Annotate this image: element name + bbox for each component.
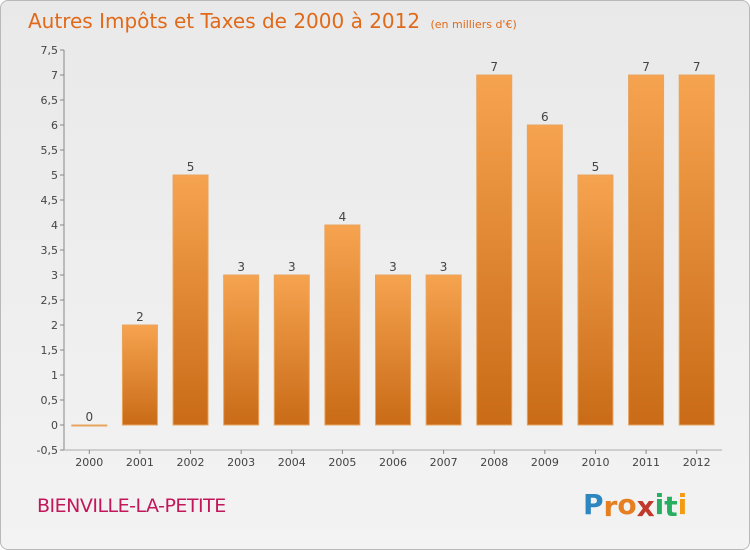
chart-axes: -0,5 0 0,5 1 1,5 2 2,5 3 3,5 4 4,5 5 5,5 6 6,5 7 7,5 2000… xyxy=(37,44,722,469)
bar xyxy=(628,74,665,426)
data-label: 5 xyxy=(592,160,600,174)
bar xyxy=(223,274,260,426)
logo-letter: i xyxy=(677,488,688,521)
chart-title: Autres Impôts et Taxes de 2000 à 2012 (e… xyxy=(28,9,517,33)
bar xyxy=(678,74,715,426)
bar xyxy=(577,174,614,426)
y-tick-label: 1 xyxy=(51,369,58,382)
y-tick-label: 7,5 xyxy=(41,44,59,57)
chart-bars xyxy=(71,74,715,427)
logo-letter: x xyxy=(636,490,655,523)
x-tick-label: 2006 xyxy=(379,456,407,469)
y-tick-label: 0,5 xyxy=(41,394,59,407)
bar xyxy=(273,274,310,426)
x-tick-label: 2008 xyxy=(480,456,508,469)
data-label: 3 xyxy=(237,260,245,274)
bar xyxy=(476,74,513,426)
x-tick-label: 2003 xyxy=(227,456,255,469)
data-label: 2 xyxy=(136,310,144,324)
y-tick-label: 1,5 xyxy=(41,344,59,357)
logo-letter: o xyxy=(617,488,637,521)
y-tick-label: 5 xyxy=(51,169,58,182)
data-label: 4 xyxy=(339,210,347,224)
proxiti-logo: Proxiti xyxy=(583,488,688,523)
x-tick-label: 2002 xyxy=(177,456,205,469)
x-tick-label: 2000 xyxy=(75,456,103,469)
y-tick-label: 2,5 xyxy=(41,294,59,307)
x-tick-label: 2009 xyxy=(531,456,559,469)
x-tick-label: 2005 xyxy=(328,456,356,469)
y-tick-label: -0,5 xyxy=(37,444,58,457)
title-unit: (en milliers d'€) xyxy=(430,18,517,31)
data-label: 7 xyxy=(693,60,701,74)
y-tick-label: 5,5 xyxy=(41,144,59,157)
x-tick-label: 2007 xyxy=(430,456,458,469)
place-name: BIENVILLE-LA-PETITE xyxy=(37,495,226,517)
logo-letter: t xyxy=(664,490,678,523)
data-label: 6 xyxy=(541,110,549,124)
data-label: 5 xyxy=(187,160,195,174)
x-tick-label: 2011 xyxy=(632,456,660,469)
data-label: 7 xyxy=(490,60,498,74)
logo-letter: P xyxy=(583,488,604,521)
bar xyxy=(526,124,563,426)
y-tick-label: 2 xyxy=(51,319,58,332)
bar xyxy=(121,324,158,426)
bar xyxy=(425,274,462,426)
data-label: 0 xyxy=(85,410,93,424)
bar xyxy=(375,274,411,426)
y-tick-label: 3,5 xyxy=(41,244,59,257)
bar xyxy=(71,424,108,427)
title-text: Autres Impôts et Taxes de 2000 à 2012 xyxy=(28,9,421,33)
x-tick-label: 2001 xyxy=(126,456,154,469)
bar xyxy=(324,224,361,426)
y-tick-label: 4,5 xyxy=(41,194,59,207)
data-label: 3 xyxy=(288,260,296,274)
logo-letter: r xyxy=(603,490,618,523)
y-tick-label: 6,5 xyxy=(41,94,59,107)
bar xyxy=(172,174,209,426)
logo-letter: i xyxy=(654,488,665,521)
y-tick-label: 6 xyxy=(51,119,58,132)
chart-data-labels: 0 2 5 3 3 4 3 3 7 6 5 7 7 xyxy=(85,60,700,424)
y-tick-label: 3 xyxy=(51,269,58,282)
data-label: 7 xyxy=(642,60,650,74)
x-tick-label: 2010 xyxy=(581,456,609,469)
data-label: 3 xyxy=(440,260,448,274)
data-label: 3 xyxy=(389,260,397,274)
y-tick-label: 7 xyxy=(51,69,58,82)
y-tick-label: 4 xyxy=(51,219,58,232)
y-tick-label: 0 xyxy=(51,419,58,432)
x-tick-label: 2012 xyxy=(683,456,711,469)
x-tick-label: 2004 xyxy=(278,456,306,469)
